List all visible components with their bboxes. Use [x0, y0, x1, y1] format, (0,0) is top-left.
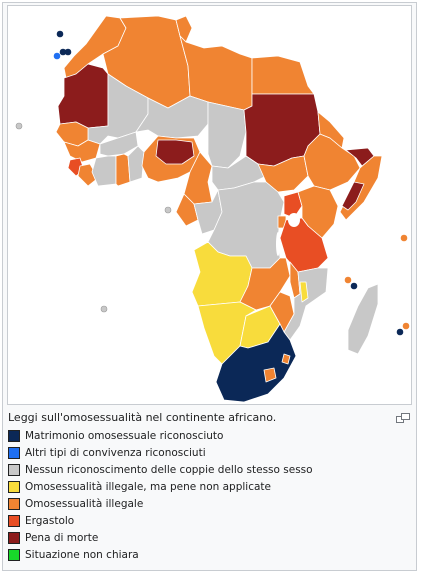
- africa-map[interactable]: [7, 5, 412, 405]
- legend: Matrimonio omosessuale riconosciuto Altri…: [8, 428, 413, 564]
- legend-item: Omosessualità illegale: [8, 496, 413, 513]
- legend-swatch: [8, 515, 20, 527]
- region-niger[interactable]: [135, 95, 209, 139]
- island-marker[interactable]: [402, 322, 410, 330]
- legend-item: Ergastolo: [8, 513, 413, 530]
- legend-label: Ergastolo: [25, 515, 75, 527]
- legend-swatch: [8, 481, 20, 493]
- legend-label: Situazione non chiara: [25, 549, 139, 561]
- africa-map-svg: [15, 15, 410, 403]
- region-tanzania[interactable]: [279, 217, 329, 273]
- legend-label: Nessun riconoscimento delle coppie dello…: [25, 464, 313, 476]
- map-caption: Leggi sull'omosessualità nel continente …: [8, 411, 277, 424]
- region-south-africa[interactable]: [215, 323, 297, 403]
- legend-swatch: [8, 430, 20, 442]
- region-mozambique[interactable]: [283, 267, 329, 341]
- island-marker[interactable]: [344, 276, 352, 284]
- legend-swatch: [8, 532, 20, 544]
- legend-item: Omosessualità illegale, ma pene non appl…: [8, 479, 413, 496]
- region-somalia-south[interactable]: [341, 181, 365, 211]
- region-gabon[interactable]: [175, 193, 199, 227]
- legend-label: Pena di morte: [25, 532, 99, 544]
- region-egypt[interactable]: [251, 55, 315, 95]
- region-mali[interactable]: [87, 73, 149, 145]
- region-ivory-coast[interactable]: [91, 155, 117, 187]
- island-marker[interactable]: [350, 282, 358, 290]
- legend-item: Pena di morte: [8, 530, 413, 547]
- region-madagascar[interactable]: [347, 283, 379, 355]
- legend-item: Situazione non chiara: [8, 547, 413, 564]
- island-marker[interactable]: [100, 305, 108, 313]
- island-marker[interactable]: [396, 328, 404, 336]
- map-figure: Leggi sull'omosessualità nel continente …: [2, 2, 417, 571]
- island-marker[interactable]: [53, 52, 61, 60]
- legend-swatch: [8, 549, 20, 561]
- island-marker[interactable]: [400, 234, 408, 242]
- legend-label: Omosessualità illegale, ma pene non appl…: [25, 481, 271, 493]
- region-lake-malawi[interactable]: [299, 281, 309, 303]
- legend-item: Nessun riconoscimento delle coppie dello…: [8, 462, 413, 479]
- region-senegal[interactable]: [55, 121, 89, 147]
- legend-item: Matrimonio omosessuale riconosciuto: [8, 428, 413, 445]
- region-nigeria-north[interactable]: [155, 139, 195, 165]
- legend-label: Matrimonio omosessuale riconosciuto: [25, 430, 224, 442]
- island-marker[interactable]: [164, 206, 172, 214]
- region-lesotho[interactable]: [263, 367, 277, 383]
- legend-swatch: [8, 464, 20, 476]
- region-tunisia[interactable]: [175, 15, 193, 43]
- island-marker[interactable]: [15, 122, 23, 130]
- legend-label: Altri tipi di convivenza riconosciuti: [25, 447, 206, 459]
- lake-tanganyika: [276, 232, 280, 256]
- region-uganda[interactable]: [283, 191, 303, 219]
- region-guinea[interactable]: [63, 139, 101, 163]
- island-marker[interactable]: [64, 48, 72, 56]
- legend-item: Altri tipi di convivenza riconosciuti: [8, 445, 413, 462]
- region-car[interactable]: [211, 155, 267, 191]
- region-burkina[interactable]: [99, 131, 139, 157]
- lake-victoria: [288, 213, 300, 227]
- legend-label: Omosessualità illegale: [25, 498, 144, 510]
- region-chad[interactable]: [207, 101, 247, 169]
- region-ethiopia[interactable]: [303, 133, 361, 191]
- legend-swatch: [8, 447, 20, 459]
- region-togo-benin[interactable]: [127, 145, 145, 183]
- magnify-clip-icon[interactable]: [396, 413, 410, 424]
- legend-swatch: [8, 498, 20, 510]
- region-kenya[interactable]: [297, 185, 339, 239]
- region-swaziland[interactable]: [281, 353, 291, 365]
- island-marker[interactable]: [56, 30, 64, 38]
- region-eritrea[interactable]: [317, 111, 345, 149]
